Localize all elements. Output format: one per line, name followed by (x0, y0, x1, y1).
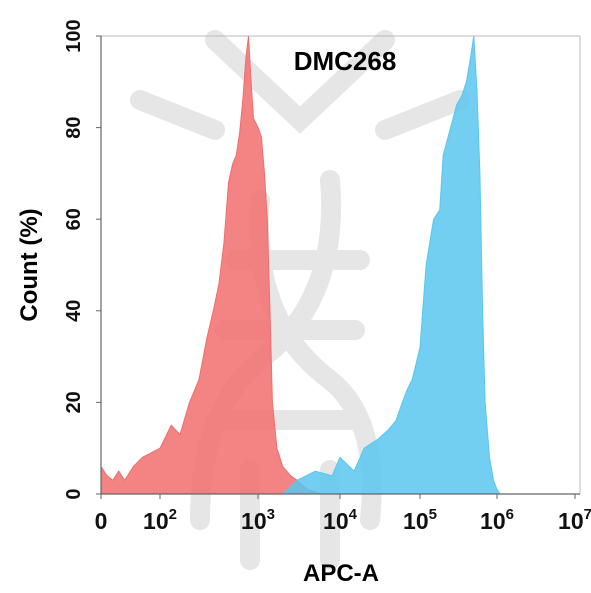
series-layer (100, 35, 502, 495)
x-tick-label: 0 (95, 508, 108, 534)
series-area-0 (100, 35, 322, 495)
y-axis-label: Count (%) (16, 208, 43, 321)
x-tick-group: 0 102 103 104 105 106 107 (95, 494, 591, 534)
y-tick-label: 20 (63, 391, 85, 413)
x-axis-label: APC-A (303, 560, 379, 587)
series-area-1 (281, 35, 502, 495)
y-tick-label: 60 (63, 208, 85, 230)
y-tick-label: 40 (63, 300, 85, 322)
y-tick-group: 0 20 40 60 80 100 (63, 19, 101, 500)
x-tick-label: 103 (241, 506, 275, 534)
chart-title: DMC268 (294, 46, 397, 76)
y-tick-label: 100 (63, 19, 85, 52)
y-tick-label: 0 (63, 488, 85, 499)
x-tick-label: 104 (323, 506, 358, 534)
y-tick-label: 80 (63, 116, 85, 138)
x-tick-label: 107 (558, 506, 591, 534)
x-tick-label: 106 (480, 506, 514, 534)
x-tick-label: 102 (143, 506, 177, 534)
x-tick-label: 105 (403, 506, 437, 534)
